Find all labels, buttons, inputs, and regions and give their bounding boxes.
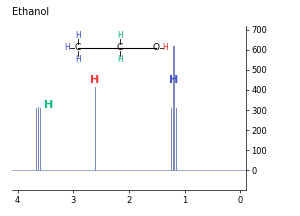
Text: H: H	[162, 43, 168, 52]
Text: H: H	[117, 55, 123, 64]
Text: H: H	[64, 43, 70, 52]
Text: H: H	[169, 75, 178, 85]
Text: O: O	[152, 43, 160, 52]
Text: H: H	[44, 100, 53, 110]
Text: Ethanol: Ethanol	[12, 7, 49, 17]
Text: H: H	[75, 31, 81, 40]
Text: H: H	[117, 31, 123, 40]
Text: H: H	[75, 55, 81, 64]
Text: C: C	[117, 43, 123, 52]
Text: C: C	[75, 43, 81, 52]
Text: H: H	[90, 75, 100, 85]
